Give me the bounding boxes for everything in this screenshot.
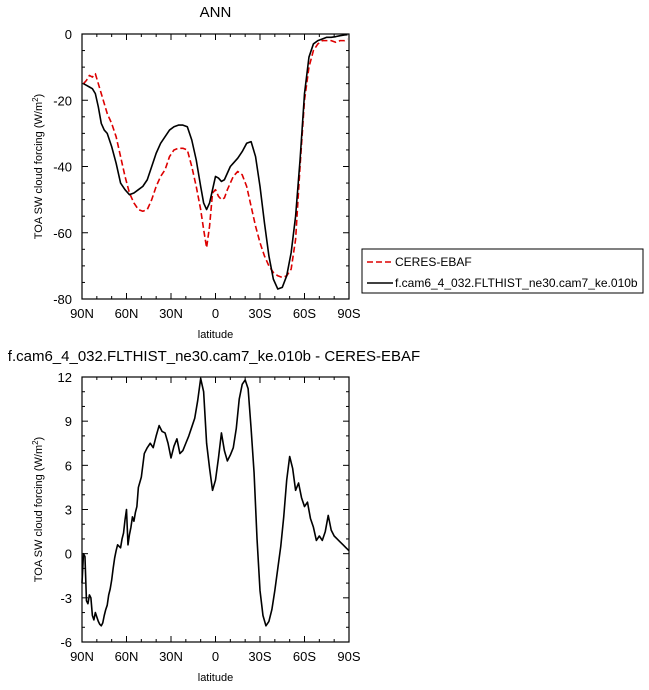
x-tick-label: 0 [212, 649, 219, 664]
x-tick-label: 90S [337, 649, 360, 664]
x-tick-label: 60S [293, 649, 316, 664]
legend-label-model: f.cam6_4_032.FLTHIST_ne30.cam7_ke.010b [395, 276, 638, 290]
x-tick-label: 90S [337, 306, 360, 321]
bottom-y-axis-label-sup: 2 [31, 440, 40, 445]
x-tick-label: 0 [212, 306, 219, 321]
bottom-axis-ticks: 90N 60N 30N 0 30S 60S 90S 12 9 6 3 0 -3 -6 [58, 370, 361, 664]
y-tick-label: 3 [65, 503, 72, 518]
y-tick-label: -6 [60, 635, 72, 650]
top-y-axis-label-sup: 2 [31, 97, 40, 102]
y-tick-label: 0 [65, 547, 72, 562]
y-tick-label: -3 [60, 591, 72, 606]
top-chart-title: ANN [200, 4, 232, 21]
x-tick-label: 30N [159, 306, 183, 321]
x-tick-label: 60N [115, 306, 139, 321]
x-tick-label: 30N [159, 649, 183, 664]
top-y-axis-label-close: ) [33, 94, 45, 98]
bottom-panel: f.cam6_4_032.FLTHIST_ne30.cam7_ke.010b -… [8, 348, 420, 684]
x-tick-label: 30S [248, 649, 271, 664]
bottom-y-axis-label-close: ) [33, 437, 45, 441]
top-x-axis-label: latitude [198, 329, 233, 341]
top-y-axis-label-main: TOA SW cloud forcing (W/m [33, 102, 45, 239]
legend: CERES-EBAF f.cam6_4_032.FLTHIST_ne30.cam… [361, 248, 644, 294]
x-tick-label: 60S [293, 306, 316, 321]
top-panel: ANN 90N 60N 30N 0 30S 60S 90S 0 -20 -40 -60 -80 TOA… [31, 4, 361, 341]
y-tick-label: 9 [65, 414, 72, 429]
bottom-x-axis-label: latitude [198, 672, 233, 684]
bottom-y-axis-label: TOA SW cloud forcing (W/m2) [31, 437, 46, 582]
top-series-lines [82, 33, 348, 290]
x-tick-label: 30S [248, 306, 271, 321]
series-line-0-0 [82, 38, 348, 279]
top-axis-ticks: 90N 60N 30N 0 30S 60S 90S 0 -20 -40 -60 -80 [53, 27, 361, 321]
x-tick-label: 90N [70, 649, 94, 664]
y-tick-label: -60 [53, 226, 72, 241]
y-tick-label: -80 [53, 292, 72, 307]
top-plot-frame [81, 33, 350, 300]
series-line-1-0 [81, 377, 350, 627]
legend-box [361, 248, 644, 294]
y-tick-label: 12 [58, 370, 72, 385]
top-y-axis-label: TOA SW cloud forcing (W/m2) [31, 94, 46, 239]
bottom-chart-title: f.cam6_4_032.FLTHIST_ne30.cam7_ke.010b -… [8, 348, 420, 365]
bottom-series-lines [81, 377, 350, 627]
legend-label-ceres: CERES-EBAF [395, 255, 472, 269]
y-tick-label: 0 [65, 27, 72, 42]
y-tick-label: -20 [53, 93, 72, 108]
y-tick-label: -40 [53, 160, 72, 175]
x-tick-label: 60N [115, 649, 139, 664]
bottom-y-axis-label-main: TOA SW cloud forcing (W/m [33, 445, 45, 582]
x-tick-label: 90N [70, 306, 94, 321]
y-tick-label: 6 [65, 458, 72, 473]
series-line-0-1 [83, 33, 348, 290]
